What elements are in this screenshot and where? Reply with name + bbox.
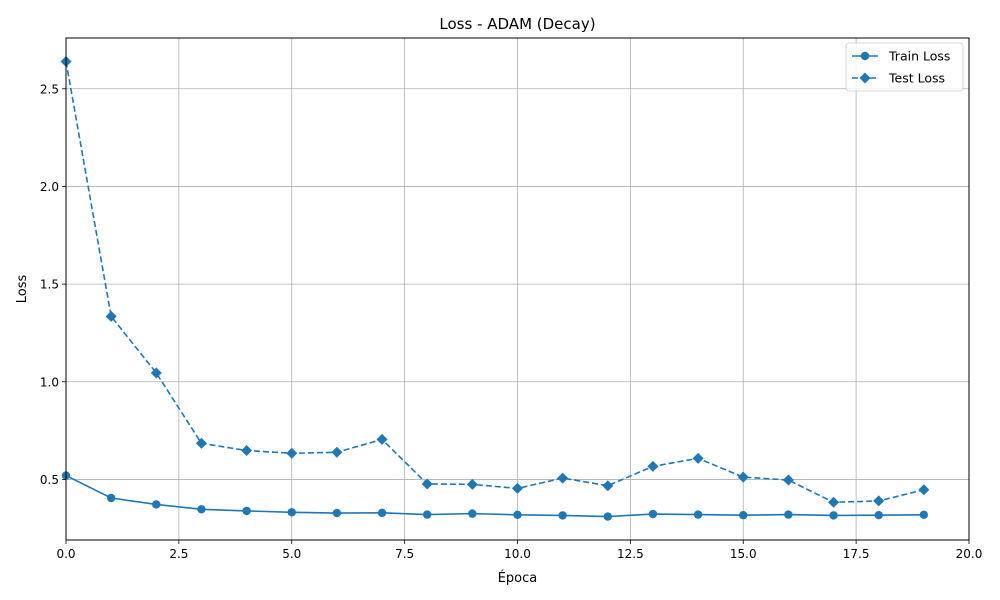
x-axis-label: Época xyxy=(498,570,538,586)
y-tick-label: 2.0 xyxy=(40,180,59,194)
x-tick-label: 10.0 xyxy=(504,547,531,561)
y-tick-label: 1.5 xyxy=(40,278,59,292)
test-loss-point xyxy=(331,446,343,458)
test-loss-line xyxy=(65,61,925,504)
train-loss-point xyxy=(468,509,477,518)
test-loss-point xyxy=(692,452,704,464)
train-loss-point xyxy=(242,506,251,516)
x-tick-label: 2.5 xyxy=(169,547,188,561)
test-loss-point xyxy=(557,472,569,484)
test-loss-point xyxy=(512,482,523,494)
train-loss-line xyxy=(65,474,924,518)
test-loss-point xyxy=(376,433,388,445)
test-loss-point xyxy=(737,471,749,483)
test-loss-point xyxy=(647,460,659,472)
test-loss-point xyxy=(421,478,433,490)
test-loss-legend-label: Test Loss xyxy=(888,71,945,86)
x-tick-label: 17.5 xyxy=(843,547,870,561)
axis-ticks: 0.0 2.5 5.0 7.5 10.0 12.5 15.0 17.5 20.0 0.5 1.0 1.… xyxy=(40,82,982,561)
x-tick-label: 15.0 xyxy=(730,547,757,561)
test-loss-point xyxy=(105,310,117,322)
train-loss-series xyxy=(61,471,929,521)
x-tick-label: 12.5 xyxy=(617,547,644,561)
train-loss-point xyxy=(829,511,838,520)
train-loss-point xyxy=(739,510,748,520)
test-loss-point xyxy=(918,484,930,496)
y-tick-label: 0.5 xyxy=(40,473,59,487)
train-loss-point xyxy=(152,500,161,509)
train-loss-point xyxy=(603,512,612,521)
train-loss-point xyxy=(648,509,658,519)
test-loss-point xyxy=(782,474,794,486)
train-loss-point xyxy=(287,508,296,517)
y-tick-label: 1.0 xyxy=(40,375,59,389)
series-layer xyxy=(60,55,930,521)
train-loss-point xyxy=(874,510,883,520)
test-loss-point xyxy=(150,367,162,379)
test-loss-point xyxy=(195,437,207,449)
legend-box xyxy=(845,42,964,92)
train-loss-legend-label: Train Loss xyxy=(888,49,950,64)
train-loss-point xyxy=(919,510,929,520)
test-loss-series xyxy=(60,55,930,508)
x-tick-label: 0.0 xyxy=(56,547,75,561)
legend: Train Loss Test Loss xyxy=(845,42,964,92)
test-loss-point xyxy=(286,447,298,459)
grid-lines xyxy=(65,38,970,540)
x-tick-label: 5.0 xyxy=(282,547,301,561)
x-tick-label: 7.5 xyxy=(395,547,414,561)
chart-title: Loss - ADAM (Decay) xyxy=(439,15,595,33)
train-loss-point xyxy=(106,493,116,503)
train-loss-point xyxy=(784,510,793,519)
test-loss-point xyxy=(873,495,885,507)
y-axis-label: Loss xyxy=(15,275,30,304)
test-loss-legend-marker xyxy=(859,72,871,84)
train-loss-point xyxy=(558,511,567,520)
train-loss-point xyxy=(332,508,342,518)
test-loss-point xyxy=(828,496,840,508)
x-tick-label: 20.0 xyxy=(956,547,983,561)
test-loss-point xyxy=(602,480,614,492)
test-loss-point xyxy=(466,478,478,490)
train-loss-point xyxy=(197,505,206,514)
train-loss-point xyxy=(693,510,703,519)
train-loss-point xyxy=(423,510,432,519)
train-loss-point xyxy=(377,508,387,518)
y-tick-label: 2.5 xyxy=(40,82,59,96)
train-loss-legend-marker xyxy=(860,51,870,61)
test-loss-point xyxy=(241,445,253,457)
train-loss-point xyxy=(513,510,522,520)
